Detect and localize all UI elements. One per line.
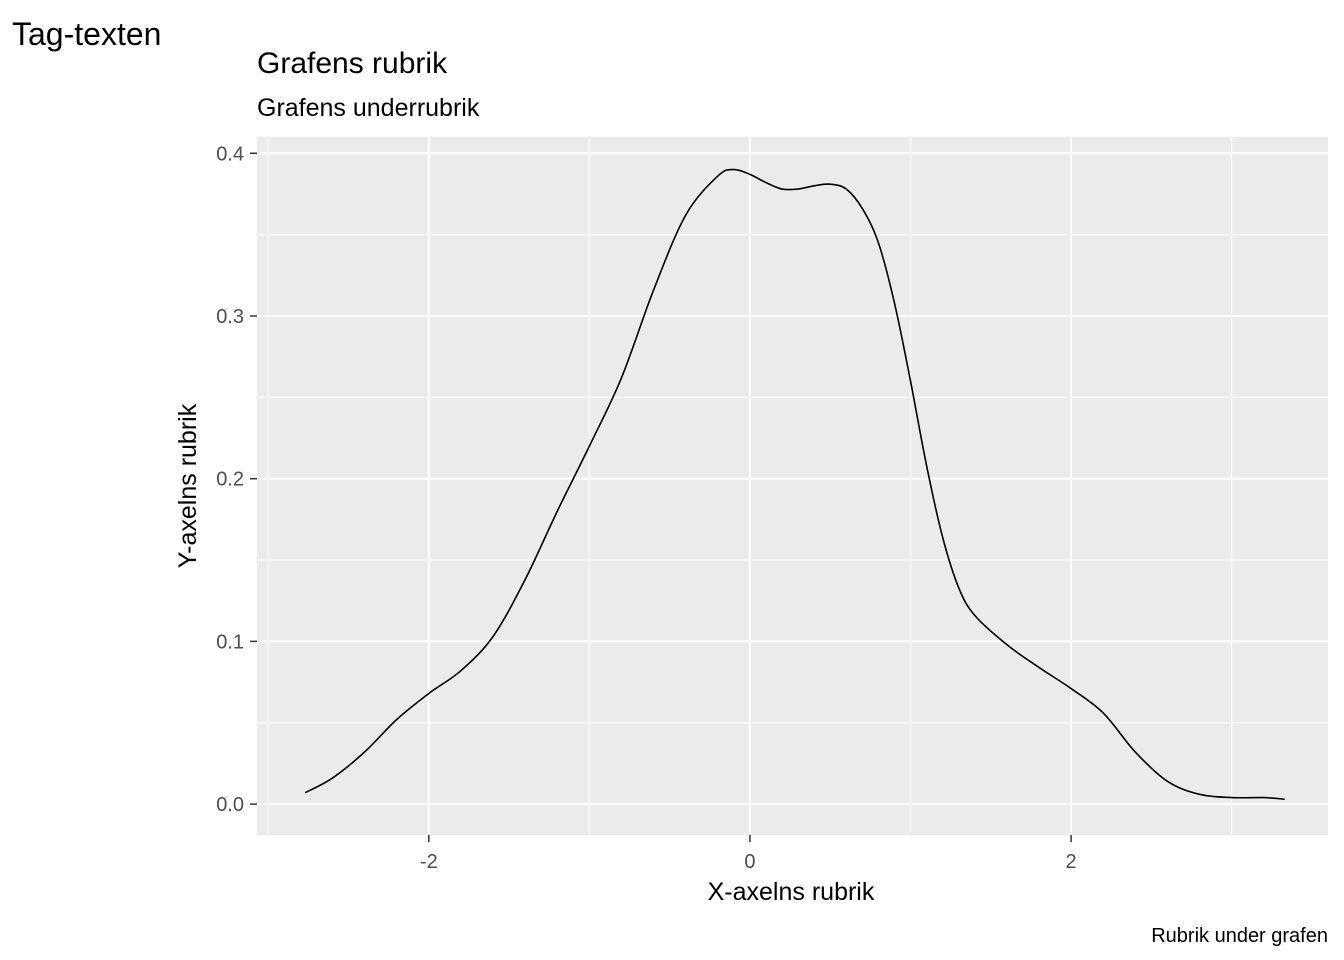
y-tick-label: 0.0: [216, 794, 244, 816]
y-axis-ticks: 0.0 0.1 0.2 0.3 0.4: [216, 143, 257, 816]
x-tick-label: -2: [420, 851, 438, 873]
y-tick-label: 0.1: [216, 631, 244, 653]
y-tick-label: 0.3: [216, 306, 244, 328]
tag-text: Tag-texten: [12, 16, 161, 52]
density-line: [304, 168, 1285, 801]
x-axis-ticks: -2 0 2: [420, 835, 1077, 873]
chart-title: Grafens rubrik: [257, 47, 448, 80]
chart-caption: Rubrik under grafen: [1151, 925, 1328, 947]
chart-subtitle: Grafens underrubrik: [257, 94, 480, 122]
x-tick-label: 2: [1066, 851, 1077, 873]
y-axis-title: Y-axelns rubrik: [174, 403, 202, 568]
x-tick-label: 0: [744, 851, 755, 873]
y-tick-label: 0.4: [216, 143, 244, 165]
plot-panel: [257, 137, 1328, 835]
major-grid: [257, 137, 1328, 835]
y-tick-label: 0.2: [216, 469, 244, 491]
minor-grid: [257, 137, 1328, 835]
x-axis-title: X-axelns rubrik: [708, 878, 875, 906]
